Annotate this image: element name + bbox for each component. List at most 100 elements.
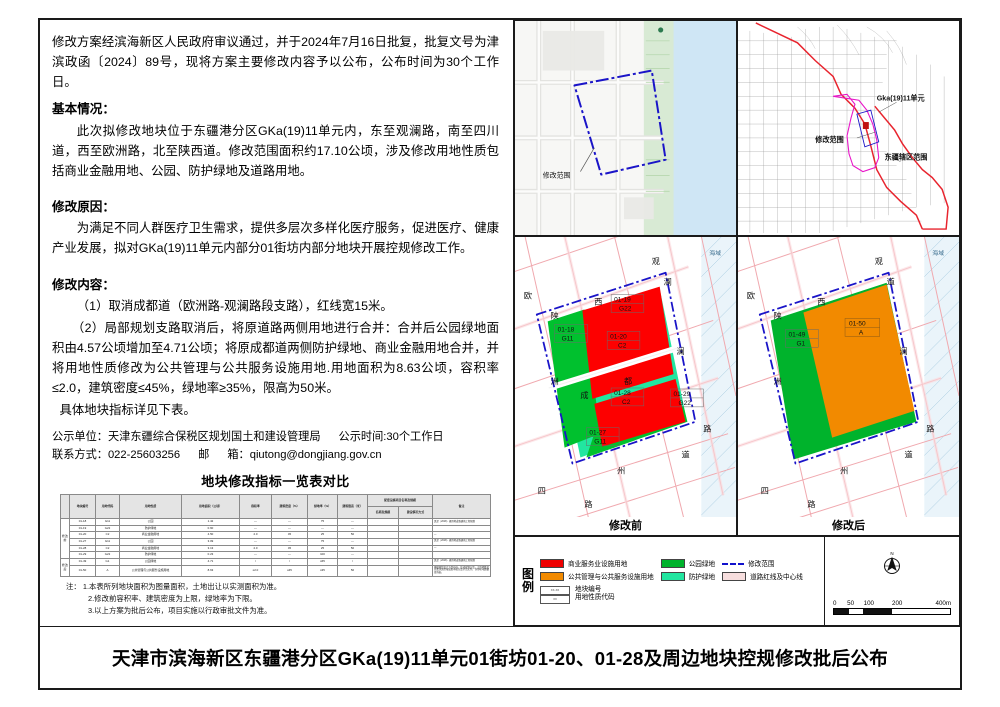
th-supporting-group: 配套设施项目名称及规模 [366, 494, 434, 508]
cell-height: — [336, 538, 368, 546]
svg-text:G11: G11 [562, 335, 574, 342]
sheet-title: 天津市滨海新区东疆港分区GKa(19)11单元01街坊01-20、01-28及周… [111, 647, 888, 669]
section-content-item-3: 具体地块指标详见下表。 [59, 403, 196, 418]
section-content-item-1: （1）取消成都道（欧洲路-观澜路段支路），红线宽15米。 [76, 298, 393, 313]
legend-item-scope: 修改范围 [722, 558, 803, 568]
cell-green: ≥35 [306, 564, 338, 578]
svg-text:欧: 欧 [747, 291, 755, 301]
before-map[interactable]: 01-18 G11 01-19 G22 01-20 C2 01-28 C2 01-29 G… [514, 236, 737, 536]
cell-supporting-b [397, 544, 434, 553]
cell-density: — [270, 518, 308, 526]
location-map[interactable]: Gka(19)11单元 修改范围 东疆辖区范围 [737, 20, 960, 236]
svg-text:A: A [859, 329, 864, 336]
svg-text:陕: 陕 [551, 310, 559, 320]
table-group-label: 修改前 [59, 518, 70, 559]
svg-text:澜: 澜 [677, 347, 685, 356]
svg-text:欧: 欧 [524, 291, 532, 301]
cell-remark: 见津（2018）规用地道路建筑工程规划 [432, 518, 491, 526]
after-map-caption: 修改后 [738, 517, 959, 535]
svg-text:四: 四 [538, 486, 546, 495]
cell-remark: 根据规划设计方案布局，形成规划方案，大场地数及分类详见区域高层审批方案示范文件，… [432, 564, 491, 578]
section-content-item-2: （2）局部规划支路取消后，将原道路两侧用地进行合并：合并后公园绿地面积由4.57… [52, 321, 499, 396]
cell-far: — [238, 518, 272, 526]
mail-label: 邮 [198, 448, 210, 461]
svg-text:观: 观 [875, 257, 883, 266]
cell-supporting-a [366, 518, 399, 526]
cell-plot-no: 01-29 [68, 551, 96, 559]
th-group [59, 494, 70, 520]
legend-label-commercial: 商业服务业设施用地 [568, 561, 628, 568]
email-value: qiutong@dongjiang.gov.cn [249, 448, 382, 461]
table-note-2: 2.修改前容积率、建筑密度为上限，绿地率为下限。 [88, 594, 257, 604]
legend-swatch-protective [660, 571, 685, 581]
svg-text:01-18: 01-18 [558, 326, 575, 333]
cell-plot-no: 01-49 [68, 557, 96, 566]
scale-tick-50: 50 [847, 600, 855, 607]
section-basic-title: 基本情况： [52, 102, 115, 117]
cell-density: — [270, 524, 308, 533]
th-density: 建筑密度（%） [270, 494, 308, 520]
svg-text:G11: G11 [594, 439, 606, 446]
th-far: 容积率 [238, 494, 272, 520]
north-arrow-icon: N [884, 551, 900, 574]
legend-code-explainer: xx-xx xx 地块编号 用地性质代码 [540, 586, 819, 604]
svg-text:路: 路 [584, 499, 592, 509]
svg-text:修改范围: 修改范围 [814, 135, 844, 144]
cell-land-use: 公园绿地 [118, 557, 182, 566]
table-row: 修改前 01-18 G11 公园 1.42— —75— 见津（2018）规用地道路建筑工程规… [59, 518, 491, 559]
notice-text-column: 修改方案经滨海新区人民政府审议通过，并于2024年7月16日批复，批复文号为津滨… [40, 20, 514, 626]
cell-height: 50 [336, 564, 368, 578]
svg-text:01-29: 01-29 [674, 391, 691, 398]
cell-remark: — [432, 544, 491, 553]
svg-text:01-19: 01-19 [614, 297, 631, 304]
indicator-table: 地块编号 用地代码 用地性质 用地面积（公顷） 容积率 建筑密度（%） 绿地率（… [59, 494, 491, 578]
legend-label-park: 公园绿地 [688, 561, 716, 568]
cell-green: 25 [306, 531, 338, 540]
svg-text:01-27: 01-27 [589, 430, 606, 437]
legend-item-commercial: 商业服务业设施用地 [540, 558, 654, 568]
svg-text:四: 四 [761, 486, 769, 495]
contact-label: 联系方式： [52, 448, 108, 461]
svg-text:西: 西 [817, 298, 825, 307]
overview-map[interactable]: 修改范围 [514, 20, 737, 236]
cell-land-code: G1 [94, 557, 120, 566]
cell-density: 45 [270, 544, 308, 553]
svg-text:洲: 洲 [551, 377, 559, 386]
cell-green: 75 [306, 538, 338, 546]
cell-area: 3.13 [180, 544, 240, 553]
table-group-label: 修改后 [59, 557, 70, 578]
svg-text:东疆辖区范围: 东疆辖区范围 [885, 153, 928, 162]
cell-land-use: 公园 [118, 518, 182, 526]
cell-green: 25 [306, 544, 338, 553]
cell-supporting-a [366, 564, 399, 578]
cell-plot-no: 01-28 [68, 544, 96, 553]
svg-text:修改范围: 修改范围 [543, 171, 571, 180]
before-map-caption: 修改前 [515, 517, 736, 535]
legend-title: 图例 [521, 567, 534, 594]
after-map[interactable]: 01-49 G1 01-50 A 观道澜 欧陕西 洲 四路 州道路 海域 修改后 [737, 236, 960, 536]
legend-item-park: 公园绿地 [660, 558, 716, 568]
legend-item-redline: 道路红线及中心线 [722, 571, 803, 581]
legend-code-box-top: xx-xx [540, 586, 570, 595]
cell-green: — [306, 524, 338, 533]
th-green: 绿地率（%） [306, 494, 338, 520]
cell-remark [432, 551, 491, 559]
table-row: 01-19 G22 防护绿地 0.60— — — — [60, 524, 491, 533]
publisher-label: 公示单位： [52, 431, 108, 444]
cell-far: 2.0 [238, 531, 272, 540]
legend-swatch-public [540, 571, 564, 581]
cell-area: 3.09 [180, 538, 240, 546]
scale-tick-100: 100 [863, 600, 874, 607]
publisher-value: 天津东疆综合保税区规划国土和建设管理局 [107, 431, 321, 444]
table-note-3: 3.以上方案为批后公布，项目实施以行政审批文件为准。 [88, 606, 272, 616]
cell-area: 4.50 [180, 531, 240, 540]
overview-map-graphic: 修改范围 [515, 21, 736, 235]
map-panel: 修改范围 [514, 20, 960, 626]
svg-text:海域: 海域 [709, 249, 721, 257]
legend-swatch-park [660, 558, 685, 568]
cell-plot-no: 01-18 [68, 518, 96, 526]
cell-remark: — [432, 531, 491, 540]
table-row: 01-27 G11 公园 3.09— —75— 见津（2018）规用地道路建筑工程规划 [60, 538, 491, 546]
section-basic-body: 此次拟修改地块位于东疆港分区GKa(19)11单元内，东至观澜路，南至四川道，西… [52, 123, 499, 178]
